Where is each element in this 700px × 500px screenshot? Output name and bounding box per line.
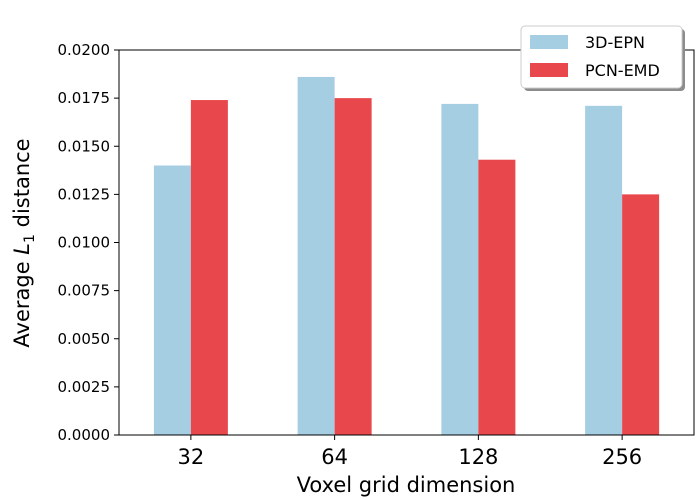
x-tick-label: 32 [178, 445, 205, 469]
y-tick-label: 0.0175 [58, 89, 111, 107]
x-tick-label: 256 [602, 445, 642, 469]
y-tick-label: 0.0125 [58, 185, 111, 203]
bar-pcn-emd-64 [334, 98, 372, 435]
x-axis: 32 64 128 256 [178, 435, 642, 469]
bar-3d-epn-128 [441, 103, 479, 436]
legend-swatch-3d-epn [530, 35, 568, 49]
legend: 3D-EPN PCN-EMD [520, 25, 685, 91]
bar-pcn-emd-256 [622, 194, 660, 435]
legend-label-3d-epn: 3D-EPN [585, 33, 645, 52]
y-tick-label: 0.0200 [58, 41, 111, 59]
y-tick-label: 0.0050 [58, 330, 111, 348]
bar-3d-epn-32 [153, 165, 191, 435]
y-tick-label: 0.0025 [58, 378, 111, 396]
bar-3d-epn-64 [297, 76, 335, 435]
y-tick-label: 0.0100 [58, 234, 111, 252]
x-tick-label: 64 [321, 445, 348, 469]
legend-swatch-pcn-emd [530, 63, 568, 77]
bar-pcn-emd-32 [190, 100, 228, 436]
x-tick-label: 128 [458, 445, 498, 469]
bar-pcn-emd-128 [478, 159, 516, 435]
bar-3d-epn-256 [585, 105, 623, 435]
y-tick-label: 0.0150 [58, 137, 111, 155]
y-tick-label: 0.0000 [58, 426, 111, 444]
bars-group [153, 76, 660, 436]
legend-label-pcn-emd: PCN-EMD [585, 61, 660, 80]
y-axis-label: Average L1 distance [10, 138, 38, 347]
y-axis: 0.0000 0.0025 0.0050 0.0075 0.0100 0.0125 0.01… [58, 41, 119, 444]
x-axis-label: Voxel grid dimension [297, 473, 516, 497]
y-tick-label: 0.0075 [58, 282, 111, 300]
